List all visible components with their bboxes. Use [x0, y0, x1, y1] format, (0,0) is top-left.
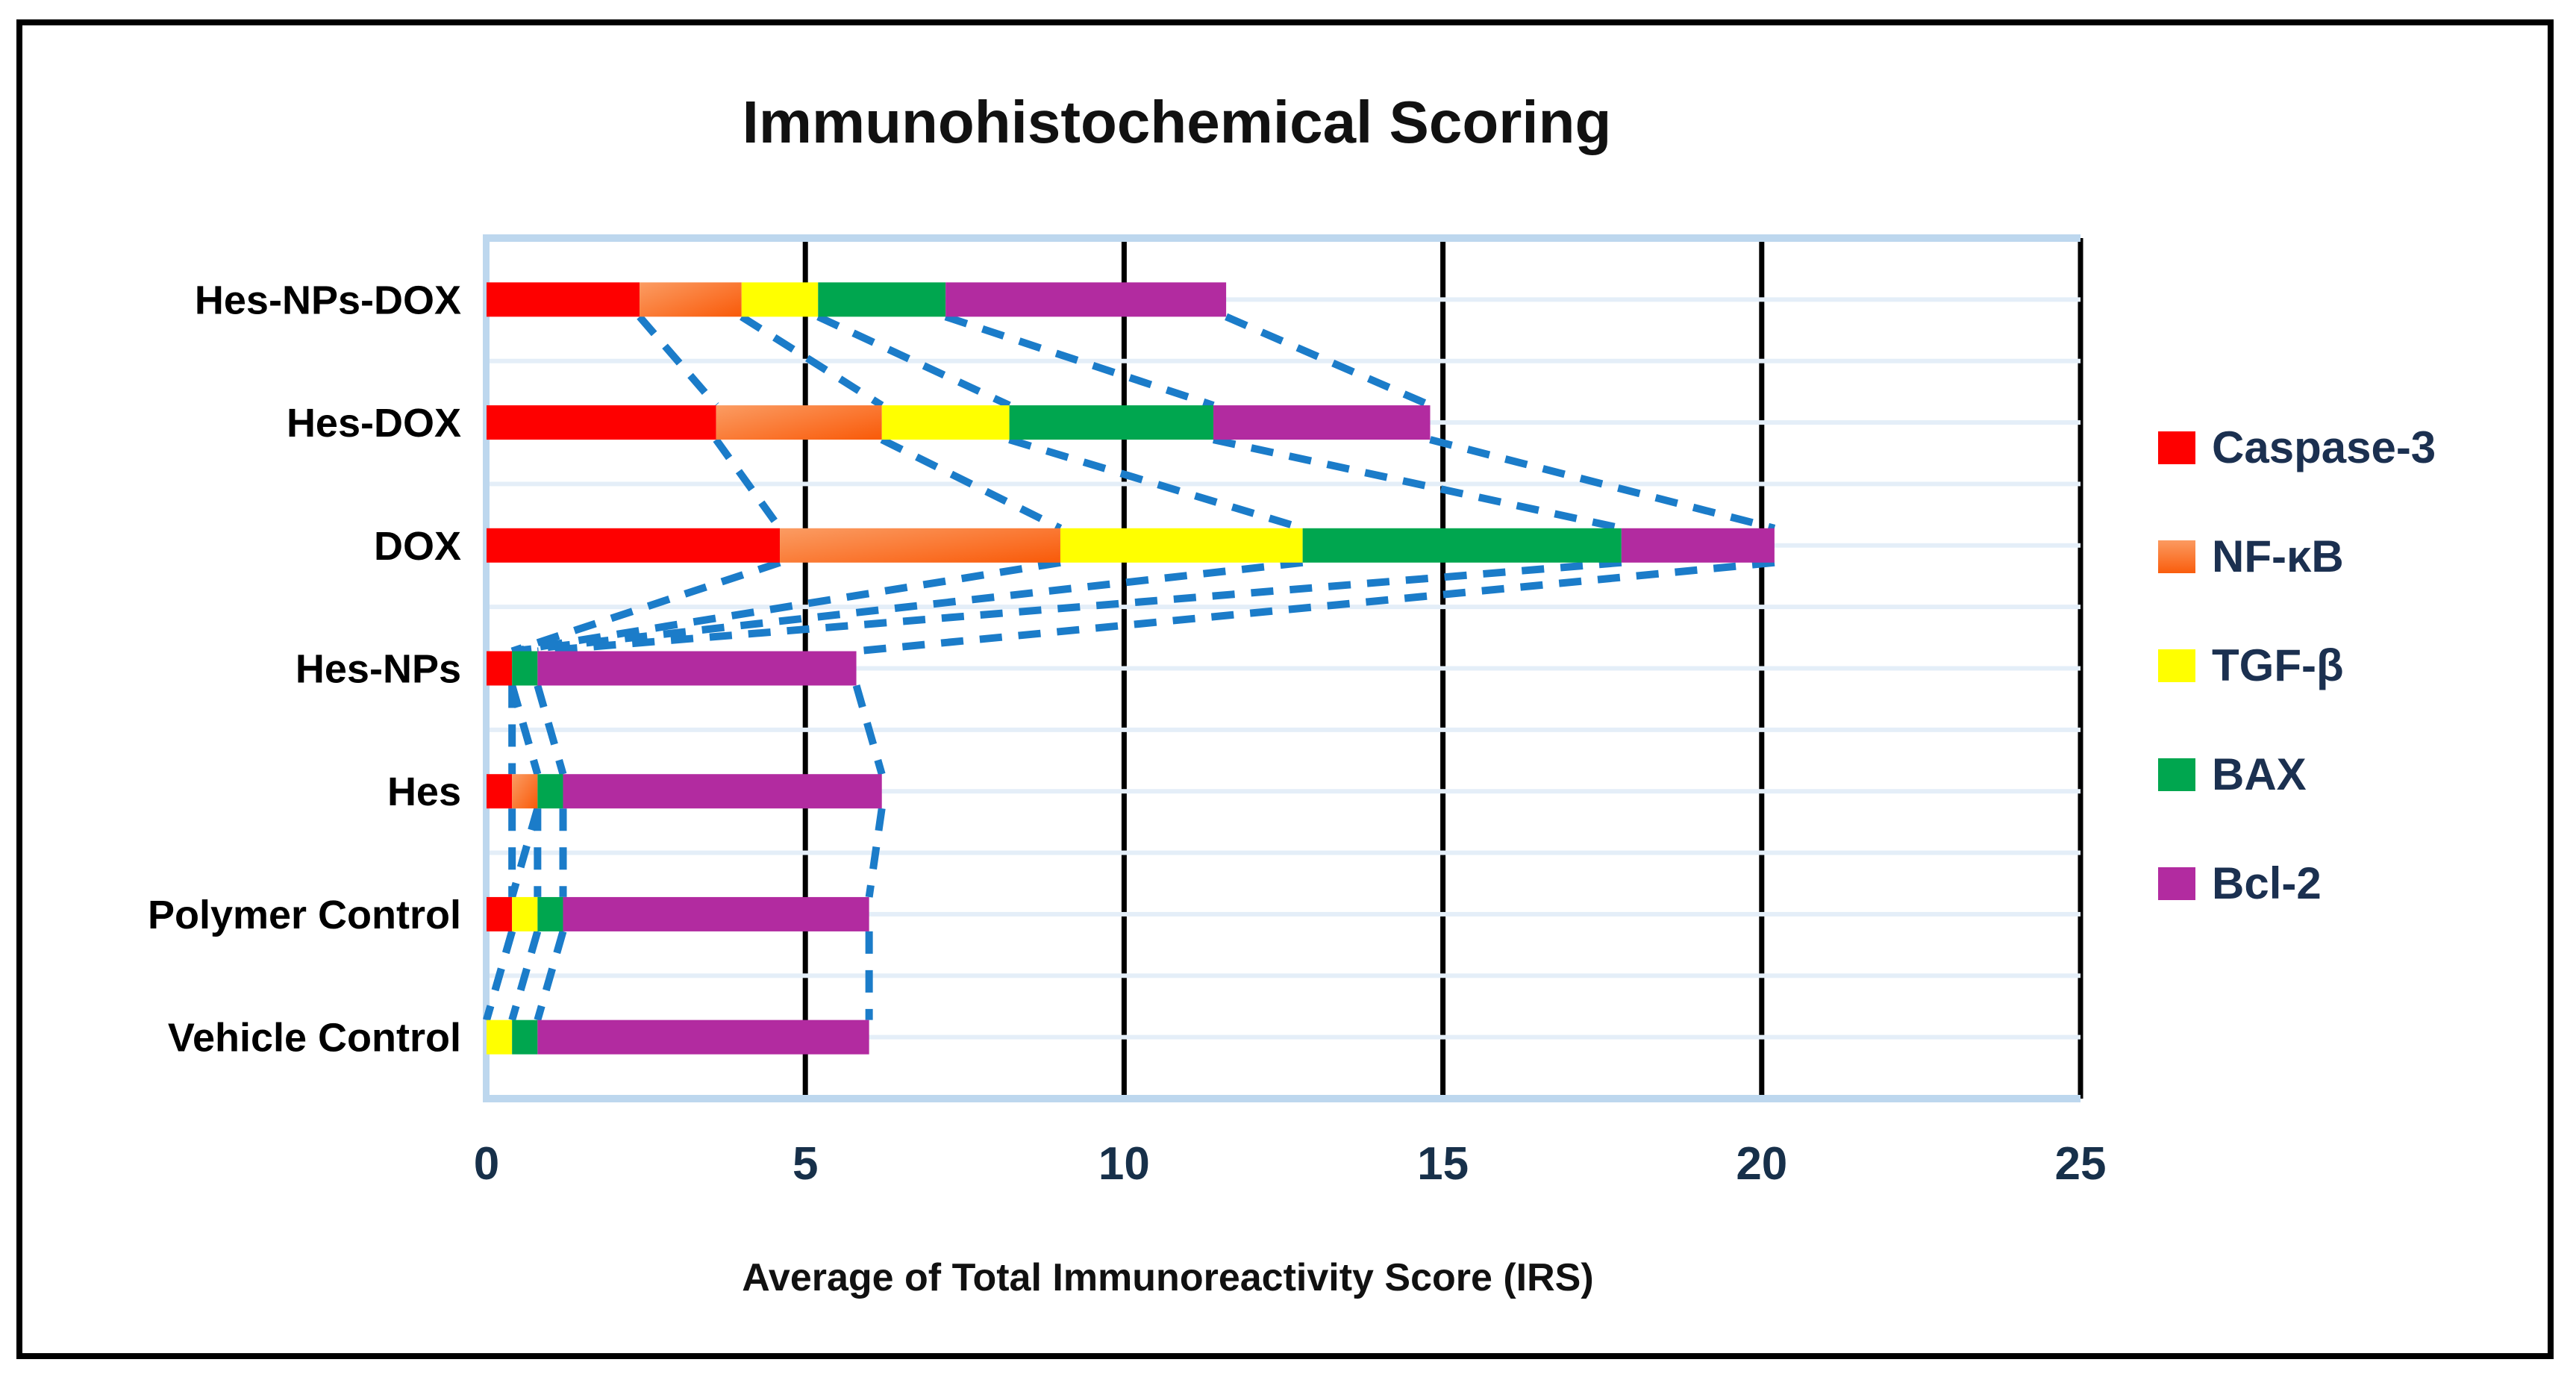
legend-label: TGF-β	[2212, 640, 2344, 690]
legend-swatch-icon	[2158, 431, 2195, 464]
category-label: Hes-NPs	[296, 647, 461, 692]
x-tick-label: 5	[793, 1138, 818, 1190]
legend-item-nf-b: NF-κB	[2158, 534, 2344, 579]
series-connector-line	[534, 684, 567, 775]
legend-swatch-icon	[2158, 540, 2195, 573]
series-connector-line	[537, 558, 1622, 655]
bar-segment-nf-b	[640, 282, 742, 317]
bar-segment-bax	[512, 651, 538, 686]
row-gridline	[487, 297, 2081, 302]
bar-segment-nf-b	[512, 774, 538, 809]
bar-segment-caspase-3	[487, 651, 513, 686]
series-connector-line	[880, 436, 1063, 532]
category-label: Hes-DOX	[287, 401, 461, 446]
bar-segment-bcl-2	[563, 774, 882, 809]
legend-label: BAX	[2212, 749, 2307, 799]
series-connector-line	[511, 558, 1304, 655]
row-gridline	[487, 973, 2081, 978]
x-tick-label: 15	[1417, 1138, 1469, 1190]
bar-segment-tgf-	[512, 896, 538, 931]
category-label: Hes-NPs-DOX	[195, 278, 461, 322]
bar-segment-tgf-	[1060, 528, 1303, 563]
bar-segment-bcl-2	[563, 896, 869, 931]
series-connector-line	[1212, 436, 1622, 532]
row-gridline	[487, 605, 2081, 610]
series-connector-line	[852, 684, 886, 775]
bar-segment-caspase-3	[487, 405, 716, 440]
bar-segment-caspase-3	[487, 774, 513, 809]
row-gridline	[487, 481, 2081, 487]
category-label: Hes	[387, 769, 461, 814]
bar-segment-tgf-	[881, 405, 1010, 440]
bar-segment-bax	[1302, 528, 1622, 563]
y-axis-line	[483, 234, 490, 1102]
bar-segment-bcl-2	[1213, 405, 1431, 440]
bar-segment-bax	[512, 1020, 538, 1055]
category-label: Vehicle Control	[168, 1016, 461, 1061]
bar-segment-nf-b	[780, 528, 1060, 563]
bar-segment-bcl-2	[1621, 528, 1775, 563]
legend-label: Bcl-2	[2212, 858, 2322, 908]
series-connector-line	[508, 684, 542, 775]
row-gridline	[487, 727, 2081, 732]
x-tick-label: 0	[474, 1138, 499, 1190]
legend-item-caspase-3: Caspase-3	[2158, 425, 2436, 470]
plot-border-line	[487, 1095, 2081, 1102]
row-gridline	[487, 666, 2081, 671]
legend-item-bcl-2: Bcl-2	[2158, 861, 2322, 906]
bar-segment-bcl-2	[537, 651, 857, 686]
row-gridline	[487, 911, 2081, 917]
plot-border-line	[487, 234, 2081, 242]
series-connector-line	[534, 930, 567, 1022]
row-gridline	[487, 789, 2081, 794]
legend-item-tgf-: TGF-β	[2158, 643, 2344, 688]
row-gridline	[487, 850, 2081, 855]
bar-segment-bax	[1009, 405, 1214, 440]
series-connector-line	[511, 558, 1061, 655]
series-connector-line	[637, 314, 719, 408]
bar-segment-nf-b	[716, 405, 882, 440]
series-connector-line	[510, 559, 781, 655]
series-connector-line	[740, 313, 884, 409]
series-connector-line	[944, 313, 1215, 409]
x-axis-title: Average of Total Immunoreactivity Score …	[742, 1256, 1594, 1299]
bar-segment-caspase-3	[487, 896, 513, 931]
x-tick-label: 25	[2055, 1138, 2107, 1190]
legend-swatch-icon	[2158, 867, 2195, 900]
series-connector-line	[483, 930, 516, 1022]
bar-segment-caspase-3	[487, 528, 781, 563]
bar-segment-tgf-	[741, 282, 819, 317]
chart-title: Immunohistochemical Scoring	[742, 89, 1612, 155]
bar-segment-caspase-3	[487, 282, 640, 317]
legend-item-bax: BAX	[2158, 752, 2307, 797]
series-connector-line	[508, 807, 542, 899]
bar-segment-bax	[818, 282, 946, 317]
bar-segment-bcl-2	[945, 282, 1227, 317]
series-connector-line	[713, 437, 784, 531]
x-tick-label: 10	[1098, 1138, 1150, 1190]
row-gridline	[487, 358, 2081, 363]
series-connector-line	[1429, 436, 1776, 532]
series-connector-line	[816, 313, 1011, 409]
series-connector-line	[508, 930, 542, 1022]
category-label: Polymer Control	[148, 893, 461, 937]
x-tick-label: 20	[1736, 1138, 1787, 1190]
bar-segment-bax	[537, 774, 563, 809]
legend-swatch-icon	[2158, 758, 2195, 791]
legend-swatch-icon	[2158, 649, 2195, 682]
row-gridline	[487, 1034, 2081, 1040]
legend-label: Caspase-3	[2212, 422, 2436, 472]
bar-segment-bcl-2	[537, 1020, 869, 1055]
bar-segment-bax	[537, 896, 563, 931]
bar-segment-tgf-	[487, 1020, 513, 1055]
category-label: DOX	[374, 524, 461, 569]
legend-label: NF-κB	[2212, 531, 2344, 581]
series-connector-line	[1008, 436, 1304, 532]
series-connector-line	[865, 808, 886, 898]
